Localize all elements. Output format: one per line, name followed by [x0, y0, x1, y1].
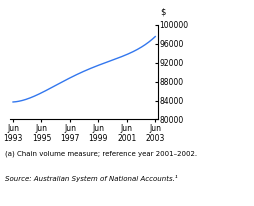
Text: Source: Australian System of National Accounts.¹: Source: Australian System of National Ac…	[5, 175, 177, 182]
Text: (a) Chain volume measure; reference year 2001–2002.: (a) Chain volume measure; reference year…	[5, 150, 196, 157]
Text: $: $	[160, 7, 165, 16]
